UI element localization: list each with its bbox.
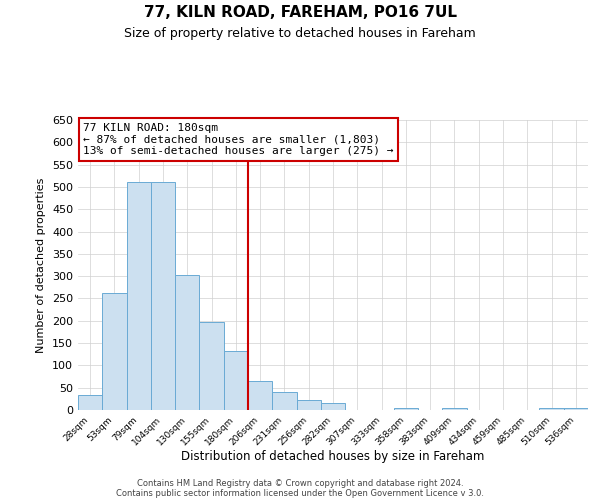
Bar: [321, 404, 345, 410]
Bar: [127, 182, 151, 410]
Text: Size of property relative to detached houses in Fareham: Size of property relative to detached ho…: [124, 28, 476, 40]
Bar: [102, 292, 127, 410]
Bar: [151, 182, 175, 410]
Text: Distribution of detached houses by size in Fareham: Distribution of detached houses by size …: [181, 450, 485, 463]
Bar: [272, 392, 296, 410]
Bar: [199, 322, 224, 410]
Bar: [224, 351, 248, 410]
Text: Contains HM Land Registry data © Crown copyright and database right 2024.: Contains HM Land Registry data © Crown c…: [137, 478, 463, 488]
Bar: [78, 396, 102, 410]
Text: Contains public sector information licensed under the Open Government Licence v : Contains public sector information licen…: [116, 488, 484, 498]
Bar: [442, 408, 467, 410]
Bar: [248, 381, 272, 410]
Text: 77, KILN ROAD, FAREHAM, PO16 7UL: 77, KILN ROAD, FAREHAM, PO16 7UL: [143, 5, 457, 20]
Bar: [564, 408, 588, 410]
Text: 77 KILN ROAD: 180sqm
← 87% of detached houses are smaller (1,803)
13% of semi-de: 77 KILN ROAD: 180sqm ← 87% of detached h…: [83, 123, 394, 156]
Bar: [394, 408, 418, 410]
Y-axis label: Number of detached properties: Number of detached properties: [37, 178, 46, 352]
Bar: [539, 408, 564, 410]
Bar: [175, 276, 199, 410]
Bar: [296, 400, 321, 410]
